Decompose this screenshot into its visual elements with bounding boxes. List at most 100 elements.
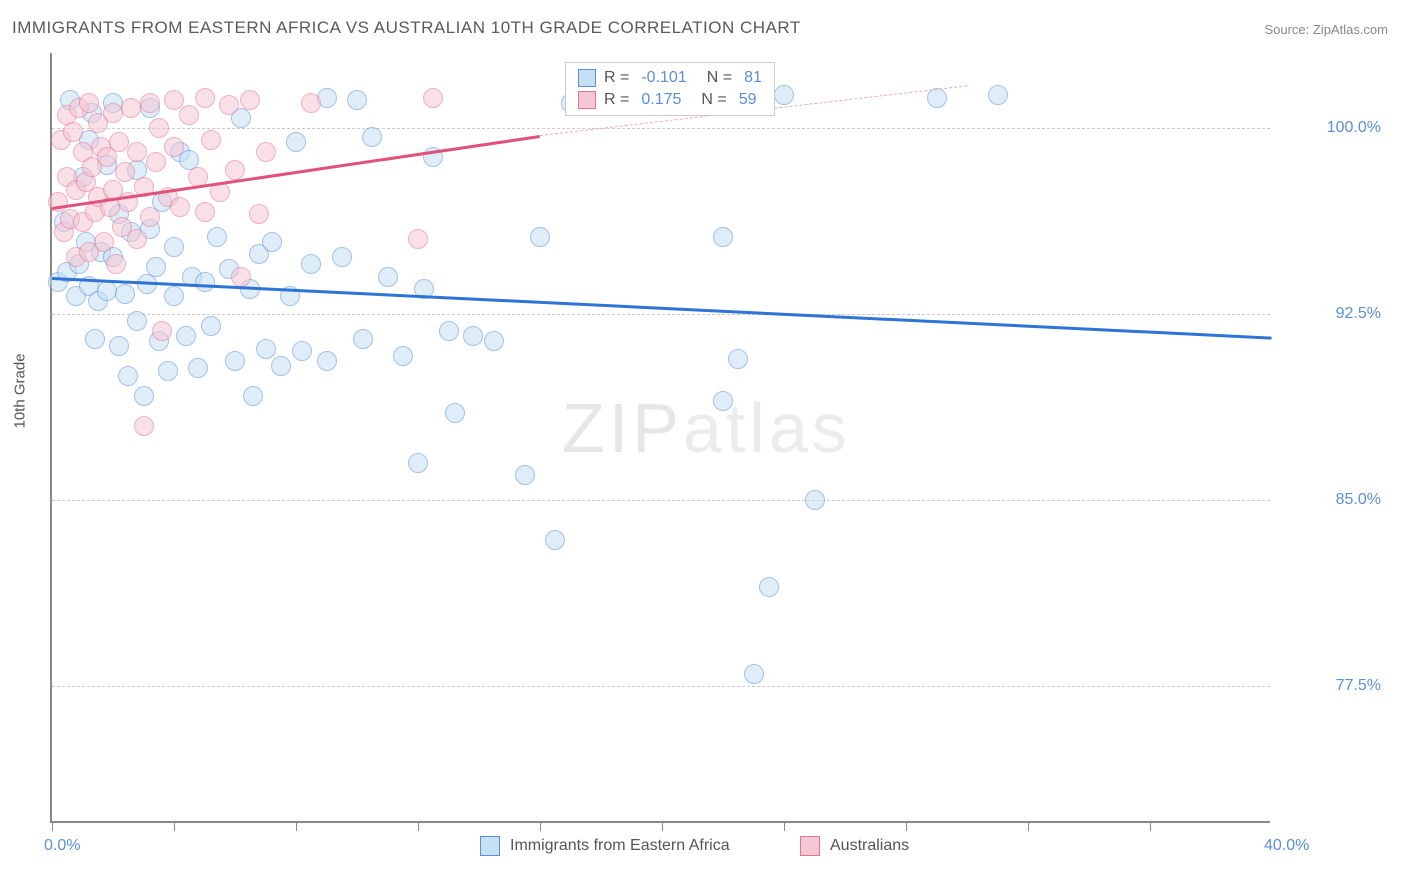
data-point — [85, 329, 105, 349]
legend-swatch — [578, 69, 596, 87]
x-tick-label: 40.0% — [1264, 837, 1309, 855]
data-point — [201, 316, 221, 336]
x-tick — [1150, 821, 1151, 831]
legend-n-label: N = — [707, 69, 732, 87]
x-tick-label: 0.0% — [44, 837, 80, 855]
watermark-light: atlas — [683, 389, 851, 467]
series-legend-label: Australians — [830, 837, 909, 855]
x-tick — [662, 821, 663, 831]
data-point — [103, 103, 123, 123]
data-point — [225, 351, 245, 371]
data-point — [463, 326, 483, 346]
source-name: ZipAtlas.com — [1313, 22, 1388, 37]
data-point — [317, 351, 337, 371]
data-point — [271, 356, 291, 376]
gridline — [52, 128, 1270, 129]
data-point — [164, 286, 184, 306]
data-point — [134, 386, 154, 406]
data-point — [97, 281, 117, 301]
x-tick — [906, 821, 907, 831]
data-point — [545, 530, 565, 550]
data-point — [484, 331, 504, 351]
correlation-legend: R =-0.101N =81R =0.175N =59 — [565, 62, 775, 116]
scatter-plot-area: ZIPatlas — [50, 53, 1270, 823]
legend-n-label: N = — [701, 91, 726, 109]
x-tick — [296, 821, 297, 831]
data-point — [378, 267, 398, 287]
y-tick-label: 77.5% — [1336, 677, 1381, 695]
data-point — [347, 90, 367, 110]
data-point — [140, 93, 160, 113]
data-point — [728, 349, 748, 369]
data-point — [109, 336, 129, 356]
data-point — [176, 326, 196, 346]
data-point — [115, 284, 135, 304]
data-point — [759, 577, 779, 597]
y-tick-label: 85.0% — [1336, 491, 1381, 509]
data-point — [179, 105, 199, 125]
data-point — [149, 118, 169, 138]
data-point — [225, 160, 245, 180]
data-point — [121, 98, 141, 118]
y-tick-label: 100.0% — [1327, 119, 1381, 137]
legend-n-value: 59 — [739, 91, 757, 109]
data-point — [118, 366, 138, 386]
data-point — [134, 416, 154, 436]
data-point — [94, 232, 114, 252]
source-attribution: Source: ZipAtlas.com — [1264, 22, 1388, 37]
data-point — [63, 122, 83, 142]
data-point — [109, 132, 129, 152]
data-point — [207, 227, 227, 247]
data-point — [408, 453, 428, 473]
data-point — [164, 237, 184, 257]
trend-line — [52, 277, 1272, 339]
data-point — [106, 254, 126, 274]
legend-r-value: -0.101 — [641, 69, 686, 87]
data-point — [353, 329, 373, 349]
legend-swatch — [480, 836, 500, 856]
data-point — [127, 311, 147, 331]
data-point — [170, 197, 190, 217]
data-point — [332, 247, 352, 267]
data-point — [286, 132, 306, 152]
y-axis-label: 10th Grade — [12, 353, 29, 428]
data-point — [127, 142, 147, 162]
chart-title: IMMIGRANTS FROM EASTERN AFRICA VS AUSTRA… — [12, 18, 801, 38]
data-point — [115, 162, 135, 182]
y-tick-label: 92.5% — [1336, 305, 1381, 323]
x-tick — [784, 821, 785, 831]
series-legend-item: Immigrants from Eastern Africa — [480, 836, 730, 856]
source-prefix: Source: — [1264, 22, 1312, 37]
data-point — [146, 152, 166, 172]
legend-row: R =0.175N =59 — [578, 91, 762, 109]
data-point — [249, 204, 269, 224]
data-point — [423, 88, 443, 108]
data-point — [713, 391, 733, 411]
data-point — [231, 267, 251, 287]
data-point — [927, 88, 947, 108]
x-tick — [540, 821, 541, 831]
gridline — [52, 500, 1270, 501]
data-point — [201, 130, 221, 150]
data-point — [164, 137, 184, 157]
data-point — [393, 346, 413, 366]
series-legend-label: Immigrants from Eastern Africa — [510, 837, 730, 855]
gridline — [52, 314, 1270, 315]
data-point — [219, 95, 239, 115]
data-point — [195, 88, 215, 108]
data-point — [152, 321, 172, 341]
series-legend-item: Australians — [800, 836, 909, 856]
data-point — [240, 90, 260, 110]
data-point — [439, 321, 459, 341]
data-point — [256, 142, 276, 162]
data-point — [79, 93, 99, 113]
data-point — [262, 232, 282, 252]
watermark-bold: ZIP — [562, 389, 683, 467]
x-tick — [418, 821, 419, 831]
watermark: ZIPatlas — [562, 388, 851, 468]
data-point — [164, 90, 184, 110]
data-point — [408, 229, 428, 249]
data-point — [146, 257, 166, 277]
data-point — [530, 227, 550, 247]
data-point — [256, 339, 276, 359]
